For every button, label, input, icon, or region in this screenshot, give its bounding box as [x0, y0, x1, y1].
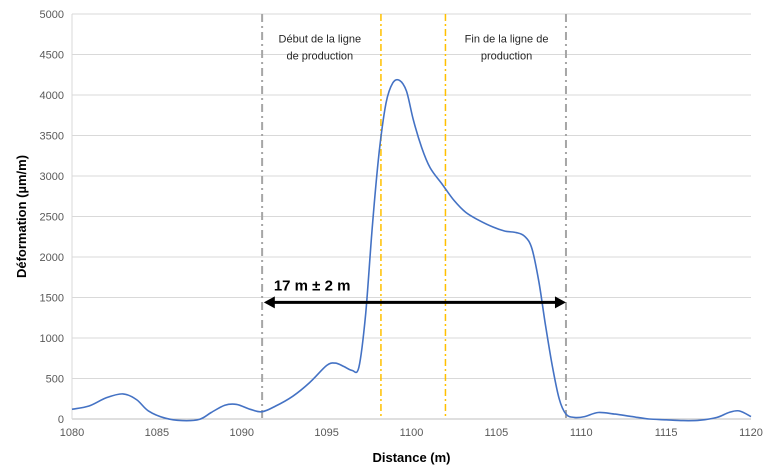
x-axis-ticks: 1080 1085 1090 1095 1100 1105 1110 1115 1120: [60, 427, 763, 439]
y-tick-label: 5000: [40, 9, 64, 21]
y-tick-label: 4000: [40, 90, 64, 102]
measurement-label: 17 m ± 2 m: [274, 277, 351, 294]
y-tick-label: 4500: [40, 50, 64, 62]
y-tick-label: 1000: [40, 333, 64, 345]
vertical-reference-lines: [261, 14, 567, 419]
annotation-text: production: [481, 50, 532, 62]
y-tick-label: 3000: [40, 171, 64, 183]
x-tick-label: 1080: [60, 427, 84, 439]
y-tick-label: 500: [46, 374, 64, 386]
arrowhead-left: [263, 296, 275, 309]
y-axis-ticks: 0 500 1000 1500 2000 2500 3000 3500 4000 4500 5000: [40, 9, 64, 426]
annotations: Début de la ligne de production Fin de la …: [279, 33, 549, 62]
arrowhead-right: [554, 296, 566, 309]
y-axis-title: Déformation (µm/m): [14, 155, 29, 278]
gridlines: [71, 13, 751, 420]
y-tick-label: 1500: [40, 293, 64, 305]
x-tick-label: 1105: [485, 427, 509, 439]
y-tick-label: 2500: [40, 212, 64, 224]
measurement-arrow-group: 17 m ± 2 m: [263, 277, 566, 309]
y-tick-label: 3500: [40, 131, 64, 143]
y-tick-label: 2000: [40, 252, 64, 264]
x-tick-label: 1090: [230, 427, 254, 439]
x-tick-label: 1095: [314, 427, 338, 439]
annotation-text: Début de la ligne: [279, 33, 362, 45]
x-tick-label: 1115: [655, 427, 678, 439]
annotation-text: Fin de la ligne de: [465, 33, 549, 45]
x-tick-label: 1120: [739, 427, 763, 439]
annotation-text: de production: [286, 50, 353, 62]
x-axis-title: Distance (m): [372, 450, 450, 465]
y-tick-label: 0: [58, 414, 64, 426]
series-line: [71, 78, 752, 422]
x-tick-label: 1100: [400, 427, 424, 439]
data-series: [71, 78, 752, 422]
x-tick-label: 1085: [145, 427, 169, 439]
x-tick-label: 1110: [570, 427, 593, 439]
